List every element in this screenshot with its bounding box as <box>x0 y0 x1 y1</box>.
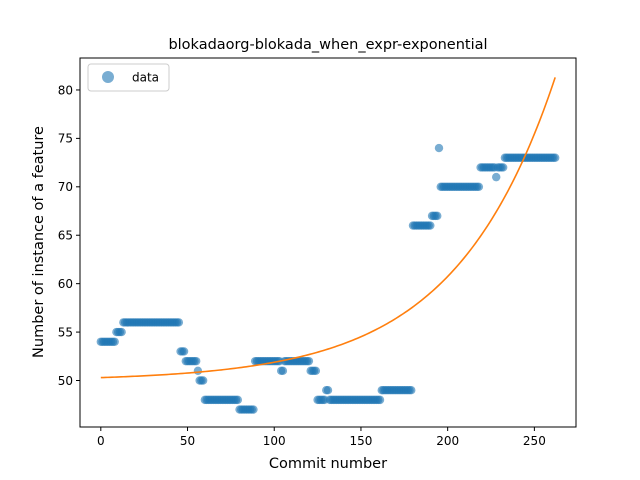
chart-title: blokadaorg-blokada_when_expr-exponential <box>168 37 487 53</box>
plot-area <box>96 77 560 414</box>
data-point <box>434 143 444 153</box>
y-tick-label: 50 <box>58 374 73 388</box>
data-point <box>117 327 126 337</box>
axes-frame <box>79 57 577 428</box>
data-point <box>304 356 314 366</box>
data-point <box>198 376 208 385</box>
data-point <box>492 172 501 182</box>
x-tick-label: 100 <box>263 434 286 448</box>
data-point <box>433 211 442 221</box>
data-point <box>249 405 258 414</box>
x-tick-label: 250 <box>523 434 546 448</box>
data-point <box>192 356 201 366</box>
y-tick-label: 80 <box>58 83 73 97</box>
x-tick-label: 200 <box>436 434 459 448</box>
y-axis-label: Number of instance of a feature <box>31 126 47 358</box>
legend-marker-data <box>102 71 114 83</box>
data-point <box>278 366 288 376</box>
x-tick-label: 150 <box>349 434 372 448</box>
data-point <box>110 337 119 346</box>
data-point <box>407 386 416 395</box>
y-tick-label: 65 <box>58 229 73 243</box>
data-point <box>174 318 184 327</box>
data-point <box>323 386 333 395</box>
y-tick-label: 60 <box>58 277 73 291</box>
y-tick-label: 70 <box>58 180 73 194</box>
legend-frame <box>87 63 170 92</box>
y-tick-label: 75 <box>58 132 73 146</box>
data-point <box>498 163 508 172</box>
legend: data <box>87 63 170 92</box>
fit-line <box>100 77 556 379</box>
data-point <box>474 182 484 192</box>
y-tick-label: 55 <box>58 325 73 339</box>
data-point <box>375 395 385 405</box>
axes: 0 50 100 150 200 250 50 55 60 65 70 75 80 <box>58 57 577 448</box>
data-point <box>426 221 435 230</box>
x-axis-label: Commit number <box>269 456 387 472</box>
legend-label-data: data <box>132 71 159 85</box>
data-point <box>179 347 189 356</box>
data-point <box>233 395 243 405</box>
data-point <box>193 366 203 376</box>
data-point <box>311 366 321 376</box>
x-tick-label: 50 <box>180 434 195 448</box>
x-tick-label: 0 <box>97 434 105 448</box>
data-point <box>550 153 560 162</box>
